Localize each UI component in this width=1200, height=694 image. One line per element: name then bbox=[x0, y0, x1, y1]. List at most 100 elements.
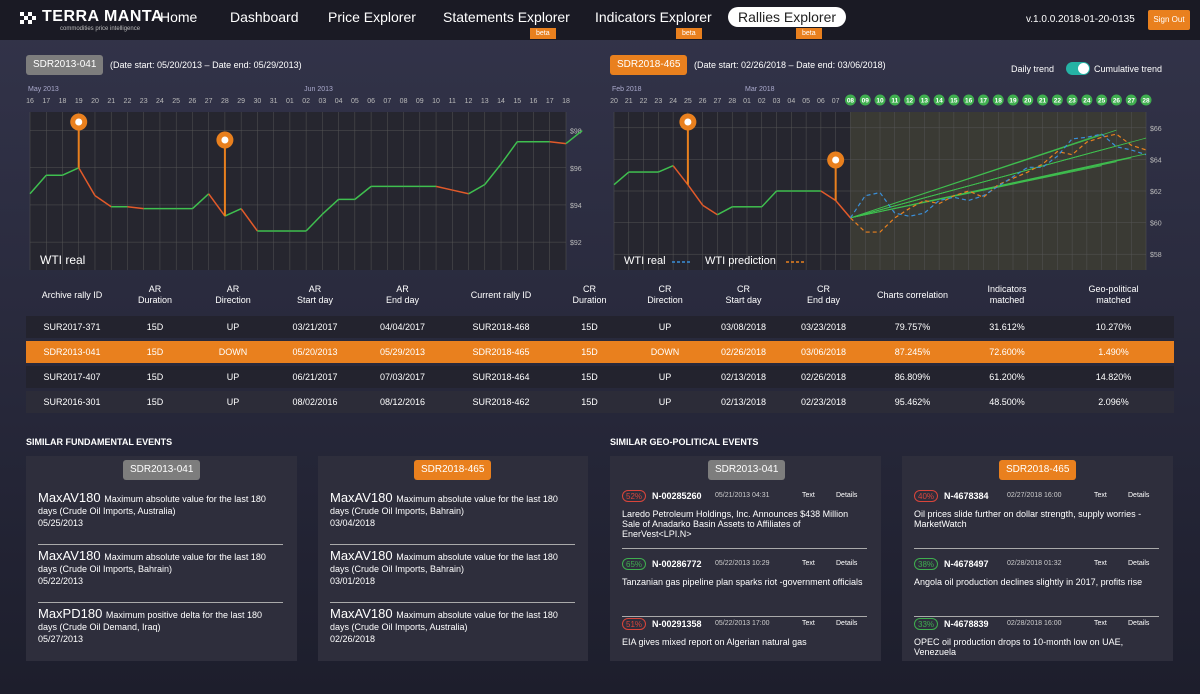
nav-price-explorer[interactable]: Price Explorer bbox=[328, 9, 416, 25]
divider bbox=[622, 548, 867, 549]
panel-rally-tag[interactable]: SDR2013-041 bbox=[708, 460, 786, 480]
fundamental-event[interactable]: MaxAV180 Maximum absolute value for the … bbox=[38, 549, 283, 587]
checkered-flag-icon bbox=[20, 12, 36, 24]
news-id[interactable]: N-4678384 bbox=[944, 491, 989, 501]
details-link[interactable]: Details bbox=[1128, 560, 1150, 567]
left-rally-id[interactable]: SDR2013-041 bbox=[26, 55, 104, 75]
fundamental-event[interactable]: MaxAV180 Maximum absolute value for the … bbox=[38, 491, 283, 529]
forecast-day-dot bbox=[992, 94, 1004, 106]
text-link[interactable]: Text bbox=[1094, 560, 1107, 567]
table-cell: 02/26/2018 bbox=[800, 372, 847, 382]
news-id[interactable]: N-00286772 bbox=[652, 559, 702, 569]
column-header[interactable]: Archive rally ID bbox=[26, 290, 118, 301]
x-tick-label: 22 bbox=[1054, 98, 1062, 105]
divider bbox=[622, 616, 867, 617]
real-price-segment bbox=[613, 171, 630, 186]
details-link[interactable]: Details bbox=[1128, 492, 1150, 499]
news-id[interactable]: N-00291358 bbox=[652, 619, 702, 629]
header-line: Direction bbox=[215, 295, 251, 305]
x-tick-label: 05 bbox=[351, 98, 359, 105]
header-line: matched bbox=[1096, 295, 1131, 305]
text-link[interactable]: Text bbox=[802, 492, 815, 499]
table-cell: DOWN bbox=[218, 347, 248, 357]
header-line: matched bbox=[989, 295, 1025, 305]
y-tick-label: $60 bbox=[1150, 221, 1162, 228]
details-link[interactable]: Details bbox=[836, 560, 858, 567]
right-rally-id[interactable]: SDR2018-465 bbox=[610, 55, 688, 75]
text-link[interactable]: Text bbox=[1094, 620, 1107, 627]
column-header[interactable]: Geo-political matched bbox=[1053, 284, 1174, 306]
panel-rally-tag[interactable]: SDR2018-465 bbox=[999, 460, 1077, 480]
event-date: 05/22/2013 bbox=[38, 576, 84, 586]
details-link[interactable]: Details bbox=[836, 492, 858, 499]
fundamental-event[interactable]: MaxAV180 Maximum absolute value for the … bbox=[330, 549, 575, 587]
x-tick-label: 23 bbox=[654, 98, 662, 105]
text-link[interactable]: Text bbox=[1094, 492, 1107, 499]
column-header[interactable]: AR Start day bbox=[274, 284, 356, 306]
event-description: Maximum absolute value for the last 180 … bbox=[38, 494, 266, 516]
fundamental-event[interactable]: MaxPD180 Maximum positive delta for the … bbox=[38, 607, 283, 645]
news-id[interactable]: N-4678497 bbox=[944, 559, 989, 569]
text-link[interactable]: Text bbox=[802, 620, 815, 627]
news-id[interactable]: N-4678839 bbox=[944, 619, 989, 629]
sign-out-button[interactable]: Sign Out bbox=[1148, 10, 1190, 30]
trend-toggle[interactable] bbox=[1066, 62, 1090, 75]
table-row[interactable]: SDR2013-041 15D DOWN 05/20/2013 05/29/2013 SD… bbox=[26, 341, 1174, 363]
month-label: Feb 2018 bbox=[612, 86, 642, 93]
column-header[interactable]: Indicators matched bbox=[961, 284, 1053, 306]
top-bar: TERRA MANTA commodities price intelligen… bbox=[0, 0, 1200, 40]
column-header[interactable]: CR Direction bbox=[626, 284, 704, 306]
y-tick-label: $58 bbox=[1150, 252, 1162, 259]
nav-dashboard[interactable]: Dashboard bbox=[230, 9, 299, 25]
x-tick-label: 27 bbox=[714, 98, 722, 105]
details-link[interactable]: Details bbox=[1128, 620, 1150, 627]
nav-statements-explorer[interactable]: Statements Explorer bbox=[443, 9, 570, 25]
brand-logo[interactable]: TERRA MANTA commodities price intelligen… bbox=[20, 6, 170, 36]
header-line: CR bbox=[658, 284, 672, 294]
toggle-knob bbox=[1078, 63, 1089, 74]
column-header[interactable]: CR Duration bbox=[553, 284, 626, 306]
x-tick-label: 28 bbox=[728, 98, 736, 105]
column-header[interactable]: Charts correlation bbox=[864, 290, 961, 301]
fundamental-event[interactable]: MaxAV180 Maximum absolute value for the … bbox=[330, 491, 575, 529]
real-price-segment bbox=[452, 189, 469, 195]
nav-indicators-explorer[interactable]: Indicators Explorer bbox=[595, 9, 712, 25]
column-header[interactable]: CR End day bbox=[783, 284, 864, 306]
column-header[interactable]: AR End day bbox=[356, 284, 449, 306]
real-price-segment bbox=[354, 185, 372, 200]
forecast-day-dot bbox=[889, 94, 901, 106]
forecast-day-dot bbox=[1066, 94, 1078, 106]
fundamental-event[interactable]: MaxAV180 Maximum absolute value for the … bbox=[330, 606, 575, 645]
news-id[interactable]: N-00285260 bbox=[652, 491, 702, 501]
x-tick-label: 18 bbox=[562, 98, 570, 105]
table-cell: SUR2017-407 bbox=[43, 372, 101, 382]
x-tick-label: 12 bbox=[465, 98, 473, 105]
nav-home[interactable]: Home bbox=[160, 9, 198, 25]
table-row[interactable]: SUR2016-301 15D UP 08/02/2016 08/12/2016 SUR2… bbox=[26, 391, 1174, 413]
table-row[interactable]: SUR2017-407 15D UP 06/21/2017 07/03/2017 SUR2… bbox=[26, 366, 1174, 388]
x-tick-label: 27 bbox=[1128, 98, 1136, 105]
column-header[interactable]: AR Direction bbox=[192, 284, 274, 306]
x-tick-label: 23 bbox=[140, 98, 148, 105]
panel-rally-tag[interactable]: SDR2018-465 bbox=[414, 460, 492, 480]
column-header[interactable]: Current rally ID bbox=[449, 290, 553, 301]
header-line: CR bbox=[817, 284, 830, 294]
event-name: MaxAV180 bbox=[330, 606, 397, 621]
header-line: Charts correlation bbox=[876, 290, 949, 300]
header-line: Duration bbox=[572, 295, 607, 305]
details-link[interactable]: Details bbox=[836, 620, 858, 627]
column-header[interactable]: CR Start day bbox=[704, 284, 783, 306]
panel-rally-tag[interactable]: SDR2013-041 bbox=[123, 460, 201, 480]
header-line: Duration bbox=[137, 295, 173, 305]
news-headline: Laredo Petroleum Holdings, Inc. Announce… bbox=[622, 509, 849, 539]
column-header[interactable]: AR Duration bbox=[118, 284, 192, 306]
text-link[interactable]: Text bbox=[802, 560, 815, 567]
event-description: Maximum absolute value for the last 180 … bbox=[330, 552, 558, 574]
nav-rallies-explorer[interactable]: Rallies Explorer bbox=[728, 7, 847, 27]
x-tick-label: 08 bbox=[400, 98, 408, 105]
x-tick-label: 09 bbox=[862, 98, 870, 105]
y-tick-label: $92 bbox=[570, 240, 582, 247]
x-tick-label: 26 bbox=[699, 98, 707, 105]
table-cell: 06/21/2017 bbox=[292, 372, 338, 382]
table-row[interactable]: SUR2017-371 15D UP 03/21/2017 04/04/2017 SUR2… bbox=[26, 316, 1174, 338]
